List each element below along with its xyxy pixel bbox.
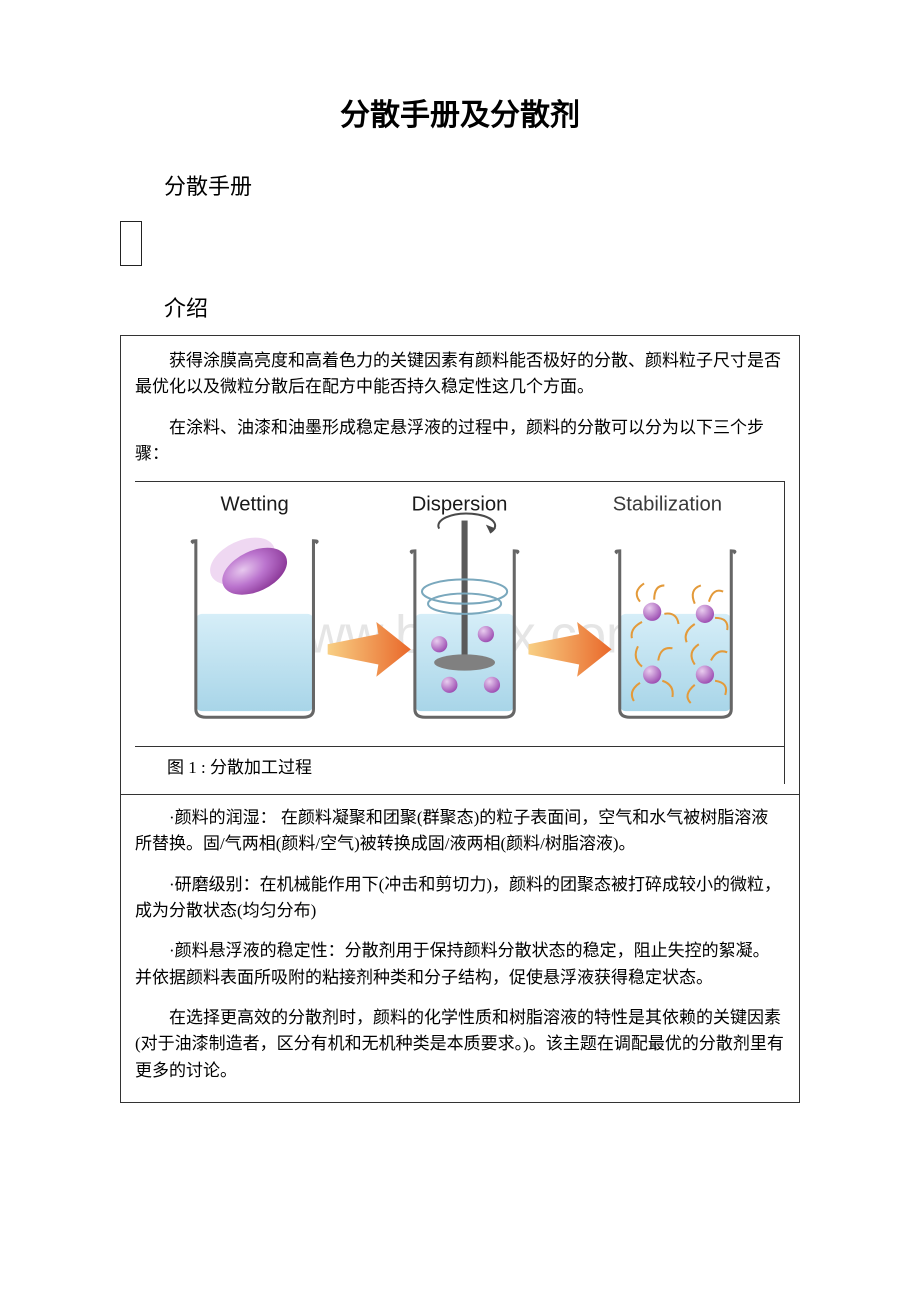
diagram-svg: www.bdocx.com Wetting Dispersion Stabili… [135,482,784,746]
diagram-caption: 图 1 : 分散加工过程 [135,746,784,784]
paragraph-3: ·颜料的润湿： 在颜料凝聚和团聚(群聚态)的粒子表面间，空气和水气被树脂溶液所替… [135,805,785,858]
label-stabilization: Stabilization [613,494,722,516]
paragraph-2: 在涂料、油漆和油墨形成稳定悬浮液的过程中，颜料的分散可以分为以下三个步骤： [135,415,785,468]
box-separator [121,794,799,795]
beaker-wetting [192,529,317,718]
paragraph-6: 在选择更高效的分散剂时，颜料的化学性质和树脂溶液的特性是其依赖的关键因素(对于油… [135,1005,785,1084]
placeholder-box [120,221,142,266]
paragraph-5: ·颜料悬浮液的稳定性：分散剂用于保持颜料分散状态的稳定，阻止失控的絮凝。并依据颜… [135,938,785,991]
beaker-dispersion [411,514,518,718]
label-wetting: Wetting [220,494,288,516]
intro-heading: 介绍 [120,291,800,323]
beaker-stabilization [616,551,735,717]
paragraph-1: 获得涂膜高亮度和高着色力的关键因素有颜料能否极好的分散、颜料粒子尺寸是否最优化以… [135,348,785,401]
dispersion-diagram: www.bdocx.com Wetting Dispersion Stabili… [135,481,785,784]
subtitle: 分散手册 [120,169,800,201]
paragraph-4: ·研磨级别：在机械能作用下(冲击和剪切力)，颜料的团聚态被打碎成较小的微粒，成为… [135,872,785,925]
page-title: 分散手册及分散剂 [120,90,800,134]
content-box: 获得涂膜高亮度和高着色力的关键因素有颜料能否极好的分散、颜料粒子尺寸是否最优化以… [120,335,800,1103]
label-dispersion: Dispersion [412,494,508,516]
